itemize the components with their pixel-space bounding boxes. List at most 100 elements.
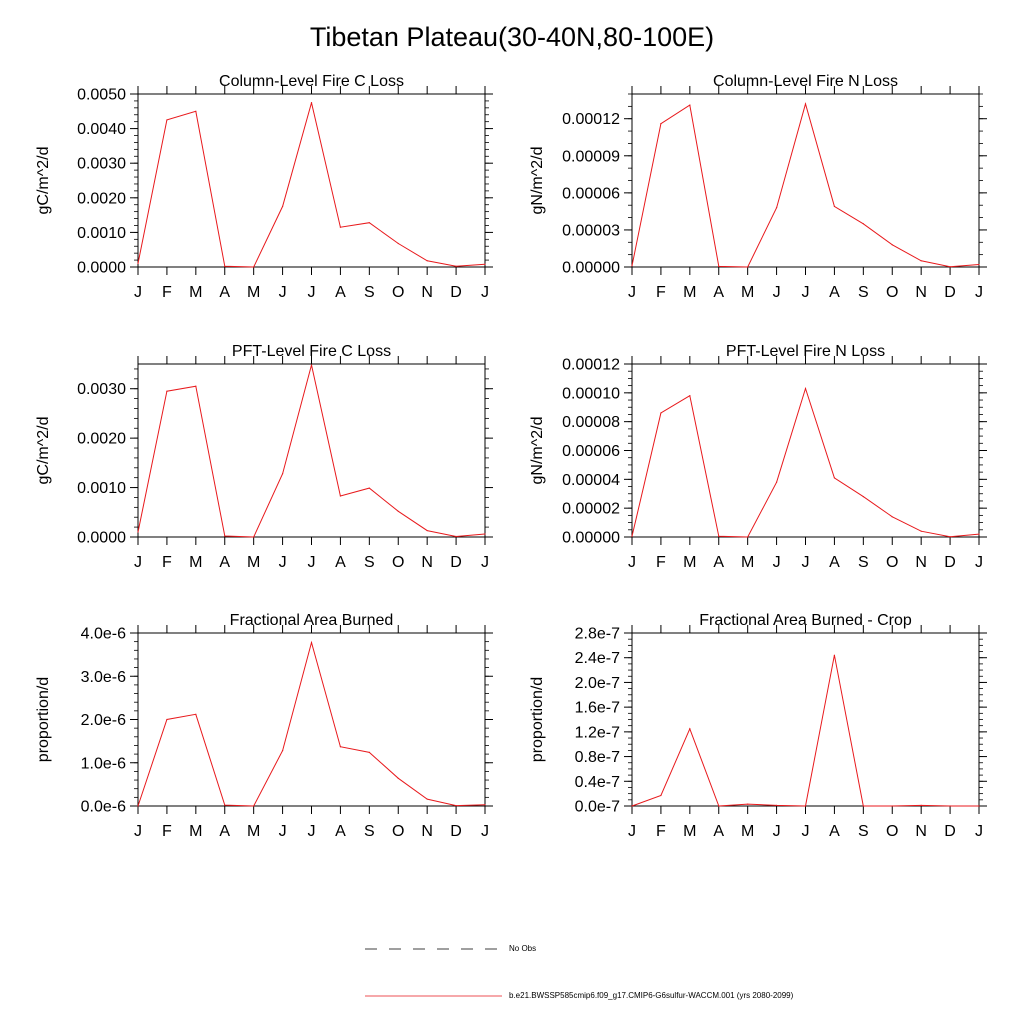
data-point (862, 223, 864, 225)
x-tick-label: J (802, 823, 810, 840)
y-axis-label: proportion/d (529, 677, 546, 762)
data-point (862, 496, 864, 498)
x-tick-label: S (364, 284, 375, 301)
x-tick-label: M (683, 823, 696, 840)
y-tick-label: 0.00012 (562, 111, 620, 128)
x-tick-label: N (421, 284, 433, 301)
x-tick-label: M (683, 284, 696, 301)
x-tick-label: J (802, 284, 810, 301)
data-point (397, 510, 399, 512)
data-point (978, 533, 980, 535)
data-point (804, 103, 807, 105)
data-point (310, 364, 313, 366)
x-tick-label: M (247, 554, 260, 571)
data-point (195, 385, 197, 387)
x-tick-label: A (713, 284, 724, 301)
x-tick-label: S (858, 554, 869, 571)
data-point (891, 516, 893, 518)
x-tick-label: N (915, 554, 927, 571)
y-tick-label: 0.00006 (562, 443, 620, 460)
x-tick-label: J (308, 284, 316, 301)
x-tick-label: J (279, 554, 287, 571)
data-point (833, 205, 836, 208)
x-tick-label: M (741, 554, 754, 571)
x-tick-label: A (219, 554, 230, 571)
data-point (397, 777, 399, 779)
data-point (689, 728, 691, 730)
x-tick-label: D (450, 554, 462, 571)
data-point (660, 794, 662, 797)
data-point (455, 265, 457, 267)
x-tick-label: F (656, 554, 666, 571)
x-tick-label: J (308, 554, 316, 571)
x-tick-label: O (886, 554, 898, 571)
x-tick-label: M (189, 554, 202, 571)
y-tick-label: 2.4e-7 (575, 650, 620, 667)
data-point (455, 804, 457, 807)
x-tick-label: A (219, 823, 230, 840)
data-point (253, 536, 255, 538)
data-point (775, 207, 778, 209)
data-point (281, 473, 284, 475)
data-point (747, 803, 749, 805)
data-point (631, 265, 633, 267)
data-point (224, 535, 226, 537)
x-tick-label: J (134, 284, 142, 301)
data-point (281, 750, 284, 752)
x-tick-label: M (247, 823, 260, 840)
panel-title: Fractional Area Burned (230, 612, 394, 629)
x-tick-label: J (773, 284, 781, 301)
data-point (484, 533, 486, 535)
x-tick-label: F (656, 284, 666, 301)
series-line (137, 364, 486, 538)
y-tick-label: 2.8e-7 (575, 626, 620, 643)
data-point (166, 390, 168, 392)
y-axis-label: gC/m^2/d (35, 417, 52, 485)
x-tick-label: D (944, 823, 956, 840)
data-point (137, 531, 139, 533)
figure-title: Tibetan Plateau(30-40N,80-100E) (309, 22, 715, 52)
x-tick-label: A (829, 823, 840, 840)
y-axis-label: proportion/d (35, 677, 52, 762)
y-tick-label: 3.0e-6 (81, 669, 126, 686)
data-point (833, 477, 836, 479)
x-tick-label: M (247, 284, 260, 301)
data-point (368, 487, 370, 489)
data-point (920, 260, 922, 262)
y-tick-label: 0.8e-7 (575, 749, 620, 766)
y-tick-label: 0.00006 (562, 185, 620, 202)
x-tick-label: A (335, 554, 346, 571)
data-point (949, 266, 951, 268)
data-point (747, 266, 749, 268)
x-tick-label: J (279, 823, 287, 840)
plot-frame (137, 93, 486, 268)
data-point (484, 263, 486, 265)
y-tick-label: 4.0e-6 (81, 626, 126, 643)
x-tick-label: F (162, 284, 172, 301)
chart-panel-4: PFT-Level Fire N Loss gN/m^2/d 0.00000 0.00… (529, 343, 987, 571)
y-tick-label: 0.0010 (77, 480, 126, 497)
x-tick-label: N (421, 554, 433, 571)
data-point (660, 123, 662, 125)
series-line (137, 102, 486, 268)
data-point (368, 751, 370, 753)
y-tick-label: 0.0020 (77, 431, 126, 448)
data-point (339, 746, 342, 748)
data-point (920, 804, 922, 806)
x-tick-label: O (886, 823, 898, 840)
x-tick-label: J (134, 823, 142, 840)
data-point (862, 805, 864, 807)
x-tick-label: J (308, 823, 316, 840)
data-point (224, 804, 226, 806)
data-point (195, 713, 197, 715)
x-tick-label: O (392, 554, 404, 571)
data-point (891, 805, 893, 807)
x-tick-label: A (713, 823, 724, 840)
x-tick-label: J (773, 823, 781, 840)
data-point (747, 536, 749, 538)
x-tick-label: N (421, 823, 433, 840)
chart-panel-1: Column-Level Fire C Loss gC/m^2/d 0.0000 0.… (35, 73, 493, 301)
y-tick-label: 1.2e-7 (575, 724, 620, 741)
x-tick-label: J (628, 284, 636, 301)
